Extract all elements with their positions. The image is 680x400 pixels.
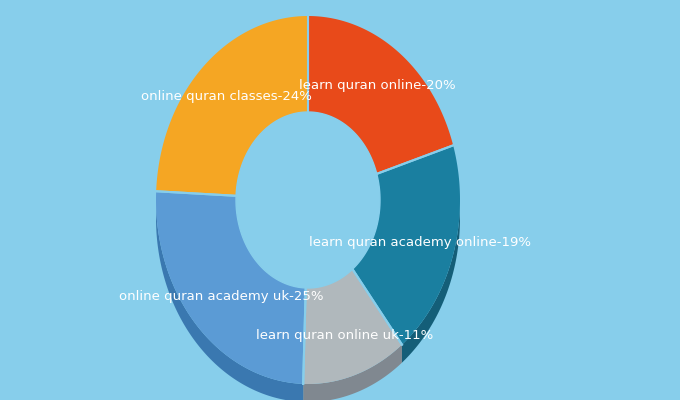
- Text: learn quran online uk-11%: learn quran online uk-11%: [256, 329, 433, 342]
- Text: learn quran online-20%: learn quran online-20%: [299, 78, 456, 92]
- Text: online quran classes-24%: online quran classes-24%: [141, 90, 312, 103]
- Polygon shape: [308, 16, 453, 174]
- Polygon shape: [303, 345, 402, 400]
- Polygon shape: [156, 200, 303, 400]
- Polygon shape: [303, 269, 402, 384]
- Polygon shape: [156, 191, 306, 384]
- Polygon shape: [236, 112, 380, 288]
- Text: online quran academy uk-25%: online quran academy uk-25%: [120, 290, 324, 303]
- Polygon shape: [402, 200, 460, 363]
- Text: learn quran academy online-19%: learn quran academy online-19%: [309, 236, 531, 249]
- Polygon shape: [352, 145, 460, 345]
- Polygon shape: [156, 16, 308, 196]
